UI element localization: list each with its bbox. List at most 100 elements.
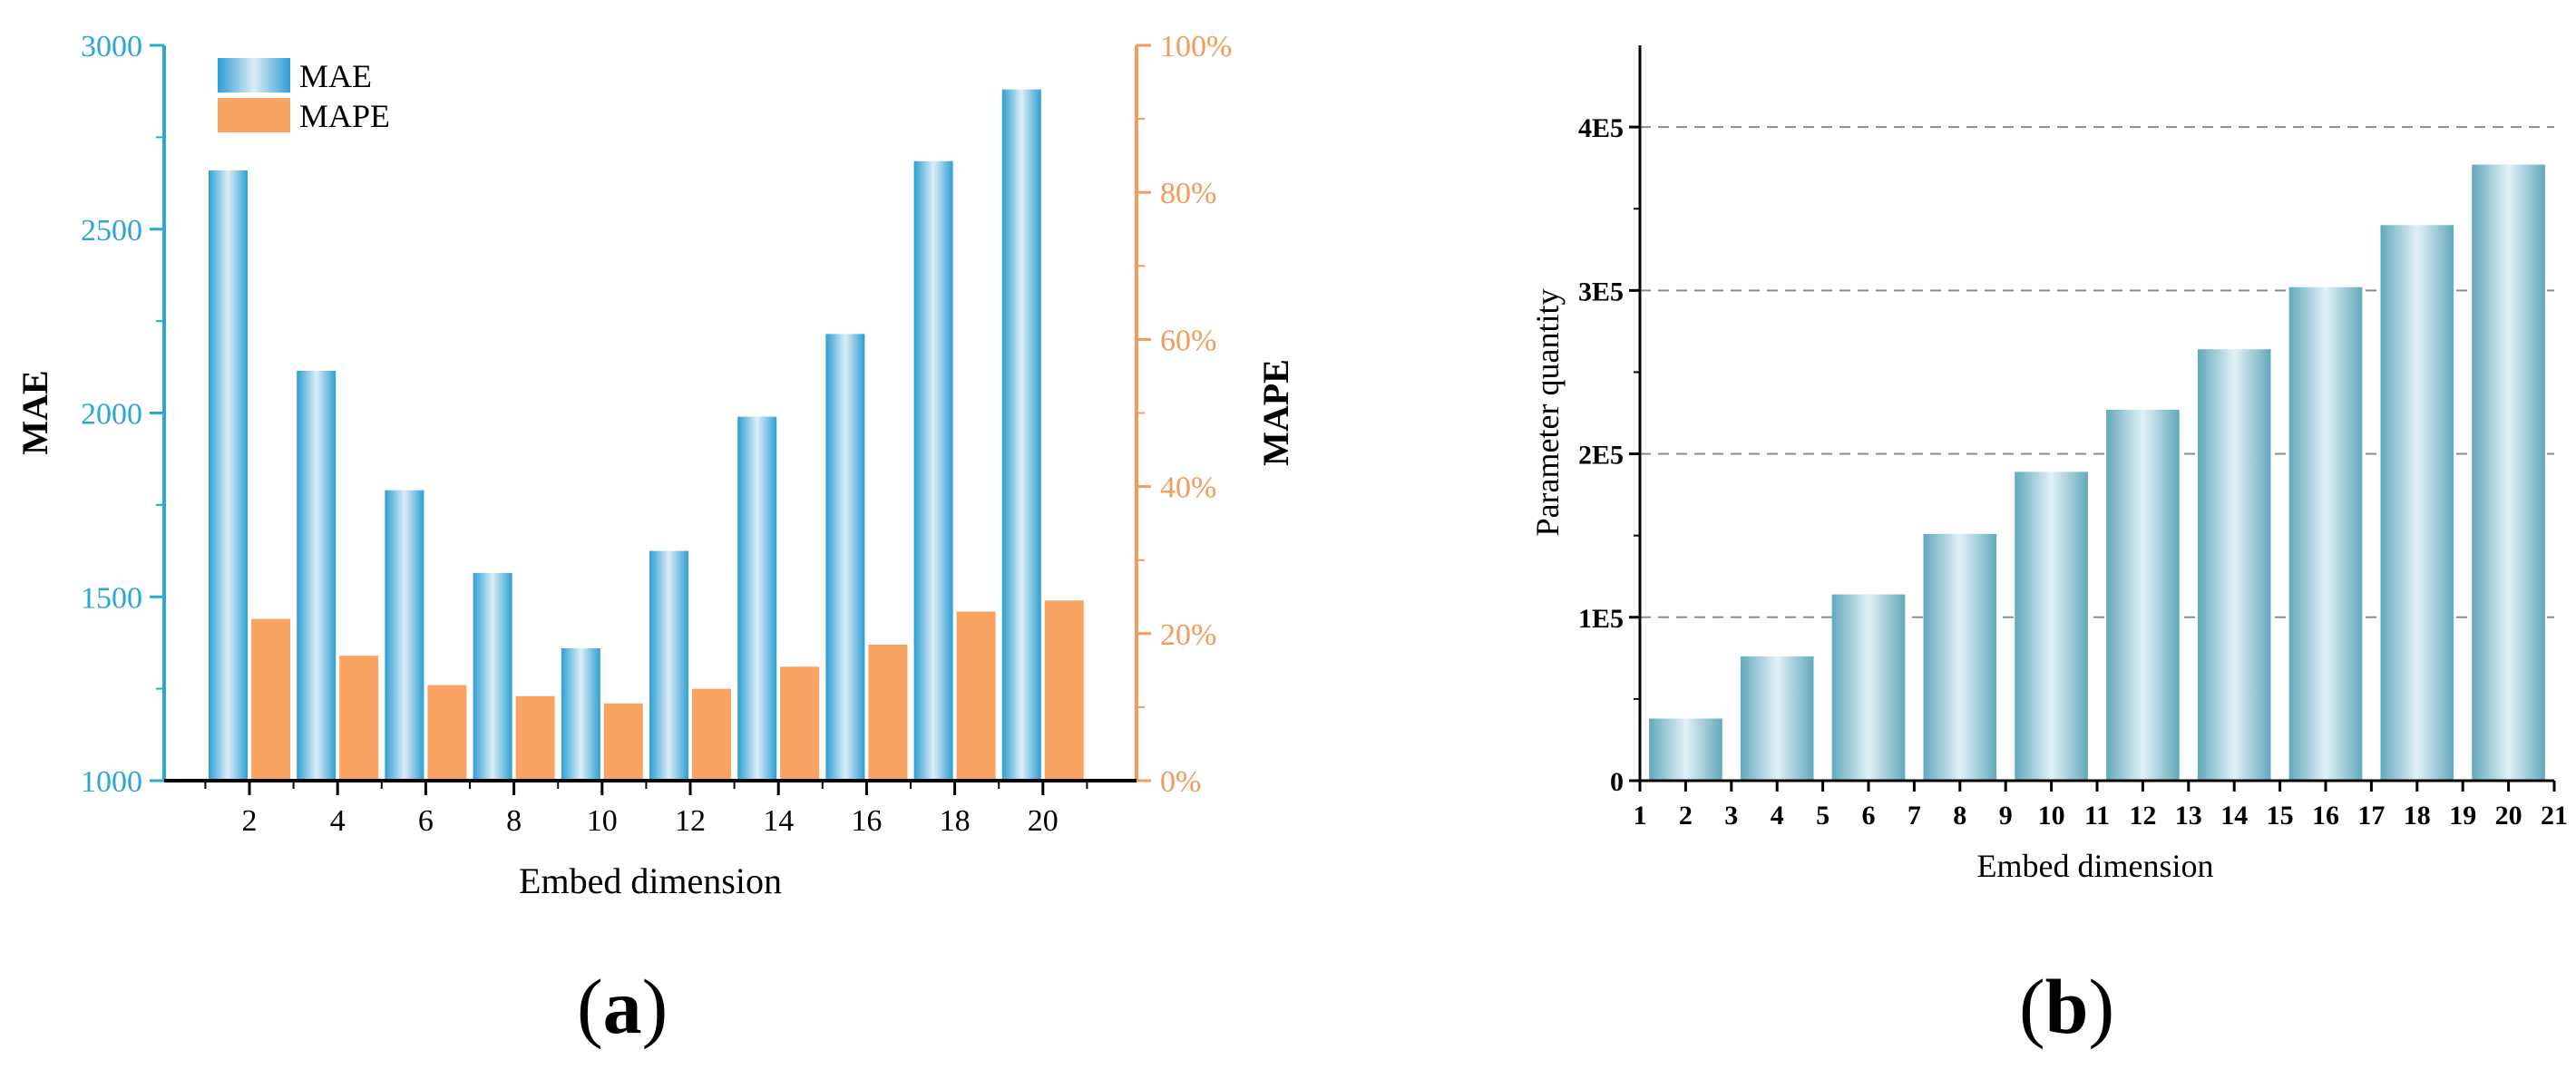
x-tick-label: 6 — [418, 804, 434, 838]
mae-bars — [209, 89, 1041, 782]
x-axis-ticks: 2 4 6 8 10 12 14 16 18 20 — [204, 781, 1088, 838]
mape-bar — [1044, 600, 1084, 781]
right-tick-label: 60% — [1160, 324, 1216, 357]
legend-label-mape: MAPE — [299, 98, 390, 134]
parameter-bar — [2380, 225, 2454, 781]
mae-bar — [385, 490, 424, 781]
x-tick-label: 7 — [1908, 801, 1921, 831]
mae-bar — [561, 648, 600, 781]
left-tick-label: 2000 — [81, 398, 142, 432]
right-tick-label: 20% — [1160, 618, 1216, 652]
parameter-bar — [2106, 409, 2180, 781]
legend-label-mae: MAE — [299, 58, 372, 94]
x-tick-label: 10 — [587, 804, 618, 838]
parameter-bar — [1649, 718, 1722, 781]
x-axis-ticks: 1 2 3 4 5 6 7 8 9 10 11 12 13 14 15 16 17 18 19 20 21 — [1634, 781, 2568, 831]
x-tick-label: 12 — [675, 804, 706, 838]
left-tick-label: 1500 — [81, 581, 142, 615]
x-axis-title: Embed dimension — [1977, 848, 2214, 884]
mae-bar — [209, 170, 248, 781]
parameter-bar — [1923, 533, 1997, 781]
mae-bar — [737, 416, 777, 781]
parameter-bar — [2472, 164, 2545, 781]
mae-bar — [297, 370, 337, 781]
right-axis-title: MAPE — [1255, 359, 1296, 466]
mape-bar — [251, 618, 290, 781]
left-tick-label: 3000 — [81, 30, 142, 63]
x-tick-label: 5 — [1816, 801, 1830, 831]
mape-bar — [692, 688, 731, 781]
x-tick-label: 6 — [1862, 801, 1876, 831]
x-tick-label: 4 — [1771, 801, 1784, 831]
left-tick-label: 2500 — [81, 214, 142, 248]
x-tick-label: 21 — [2541, 801, 2568, 831]
right-tick-label: 0% — [1160, 765, 1201, 799]
x-tick-label: 2 — [1679, 801, 1693, 831]
y-tick-label: 1E5 — [1578, 604, 1624, 634]
x-tick-label: 20 — [2495, 801, 2522, 831]
x-tick-label: 17 — [2357, 801, 2385, 831]
x-tick-label: 1 — [1634, 801, 1647, 831]
legend-swatch-mape — [218, 98, 290, 132]
mape-bar — [515, 695, 555, 781]
panel-label-a: (a) — [577, 963, 668, 1050]
x-tick-label: 12 — [2129, 801, 2156, 831]
legend-swatch-mae — [218, 58, 290, 92]
x-tick-label: 2 — [242, 804, 258, 838]
panel-label-b: (b) — [2019, 963, 2115, 1050]
mape-bar — [780, 666, 820, 781]
x-tick-label: 14 — [763, 804, 794, 838]
x-tick-label: 8 — [1953, 801, 1966, 831]
mae-bar — [825, 334, 865, 781]
x-tick-label: 19 — [2449, 801, 2476, 831]
legend: MAE MAPE — [218, 58, 390, 134]
x-tick-label: 8 — [506, 804, 522, 838]
y-axis-ticks: 0 1E5 2E5 3E5 4E5 — [1578, 113, 1640, 797]
parameter-bar — [1740, 656, 1814, 781]
mae-bar — [913, 160, 953, 782]
right-tick-label: 80% — [1160, 177, 1216, 210]
x-tick-label: 16 — [851, 804, 882, 838]
mape-bars — [251, 600, 1084, 781]
parameter-bar — [2015, 471, 2088, 781]
parameter-bar — [2197, 349, 2271, 781]
x-tick-label: 4 — [330, 804, 346, 838]
right-tick-label: 100% — [1160, 30, 1232, 63]
mape-bar — [956, 611, 996, 781]
x-tick-label: 9 — [1999, 801, 2013, 831]
y-tick-label: 3E5 — [1578, 277, 1624, 306]
mae-bar — [473, 572, 512, 781]
x-tick-label: 3 — [1724, 801, 1738, 831]
panel-letter-a: a — [602, 963, 642, 1050]
parameter-bars — [1649, 164, 2545, 781]
mae-bar — [649, 550, 688, 781]
x-tick-label: 15 — [2267, 801, 2294, 831]
x-tick-label: 16 — [2312, 801, 2339, 831]
parameter-bar — [1831, 594, 1906, 781]
y-tick-label: 4E5 — [1578, 113, 1624, 143]
x-tick-label: 18 — [2404, 801, 2431, 831]
x-tick-label: 11 — [2084, 801, 2110, 831]
right-axis-ticks: 0% 20% 40% 60% 80% 100% — [1137, 30, 1232, 799]
x-axis-title: Embed dimension — [519, 860, 782, 901]
left-tick-label: 1000 — [81, 765, 142, 799]
mape-bar — [427, 685, 467, 781]
right-tick-label: 40% — [1160, 471, 1216, 505]
mape-bar — [868, 644, 908, 781]
parameter-bar — [2288, 287, 2363, 781]
panel-letter-b: b — [2044, 963, 2089, 1050]
mape-bar — [603, 703, 643, 781]
x-tick-label: 13 — [2175, 801, 2202, 831]
chart-a: 1000 1500 2000 2500 3000 0% 20% 40% 60% 80% 10 0% … — [15, 30, 1296, 901]
mape-bar — [339, 656, 379, 781]
y-tick-label: 0 — [1610, 767, 1624, 797]
y-axis-title: Parameter quantity — [1529, 289, 1566, 537]
left-axis-title: MAE — [15, 370, 55, 454]
y-tick-label: 2E5 — [1578, 441, 1624, 471]
mae-bar — [1001, 89, 1041, 781]
x-tick-label: 10 — [2038, 801, 2065, 831]
left-axis-ticks: 1000 1500 2000 2500 3000 — [81, 30, 164, 799]
x-tick-label: 14 — [2220, 801, 2248, 831]
